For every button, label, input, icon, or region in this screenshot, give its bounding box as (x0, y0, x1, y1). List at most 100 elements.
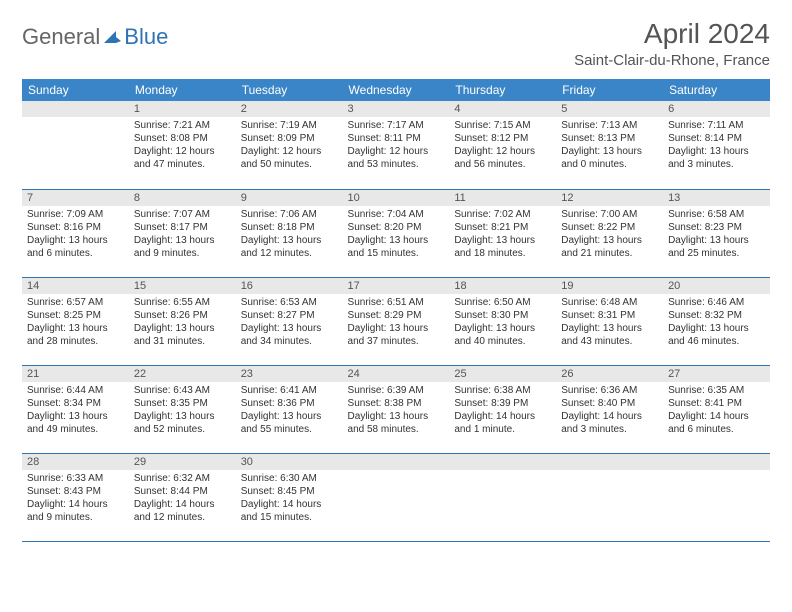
sunrise-text: Sunrise: 6:51 AM (348, 296, 445, 309)
sunset-text: Sunset: 8:41 PM (668, 397, 765, 410)
day-number: 27 (663, 366, 770, 382)
calendar-day-cell: 17Sunrise: 6:51 AMSunset: 8:29 PMDayligh… (343, 277, 450, 365)
calendar-day-cell: 1Sunrise: 7:21 AMSunset: 8:08 PMDaylight… (129, 101, 236, 189)
day-details: Sunrise: 6:39 AMSunset: 8:38 PMDaylight:… (343, 382, 450, 440)
day-number: 19 (556, 278, 663, 294)
day-details: Sunrise: 7:15 AMSunset: 8:12 PMDaylight:… (449, 117, 556, 175)
sunrise-text: Sunrise: 6:36 AM (561, 384, 658, 397)
day-details: Sunrise: 7:11 AMSunset: 8:14 PMDaylight:… (663, 117, 770, 175)
day-number: 16 (236, 278, 343, 294)
calendar-day-cell (22, 101, 129, 189)
daylight-text: Daylight: 13 hours and 9 minutes. (134, 234, 231, 260)
calendar-day-cell: 7Sunrise: 7:09 AMSunset: 8:16 PMDaylight… (22, 189, 129, 277)
sunset-text: Sunset: 8:39 PM (454, 397, 551, 410)
calendar-day-cell: 6Sunrise: 7:11 AMSunset: 8:14 PMDaylight… (663, 101, 770, 189)
day-number: 15 (129, 278, 236, 294)
sunset-text: Sunset: 8:32 PM (668, 309, 765, 322)
sunrise-text: Sunrise: 6:38 AM (454, 384, 551, 397)
calendar-day-cell: 5Sunrise: 7:13 AMSunset: 8:13 PMDaylight… (556, 101, 663, 189)
sunset-text: Sunset: 8:29 PM (348, 309, 445, 322)
sunset-text: Sunset: 8:43 PM (27, 485, 124, 498)
day-details: Sunrise: 7:04 AMSunset: 8:20 PMDaylight:… (343, 206, 450, 264)
sunset-text: Sunset: 8:21 PM (454, 221, 551, 234)
sunset-text: Sunset: 8:09 PM (241, 132, 338, 145)
calendar-day-cell (663, 453, 770, 541)
day-details: Sunrise: 6:33 AMSunset: 8:43 PMDaylight:… (22, 470, 129, 528)
sunrise-text: Sunrise: 6:41 AM (241, 384, 338, 397)
sunrise-text: Sunrise: 6:35 AM (668, 384, 765, 397)
day-details: Sunrise: 6:55 AMSunset: 8:26 PMDaylight:… (129, 294, 236, 352)
day-details: Sunrise: 7:02 AMSunset: 8:21 PMDaylight:… (449, 206, 556, 264)
daylight-text: Daylight: 13 hours and 58 minutes. (348, 410, 445, 436)
daylight-text: Daylight: 13 hours and 15 minutes. (348, 234, 445, 260)
logo: General Blue (22, 24, 168, 50)
day-details: Sunrise: 6:46 AMSunset: 8:32 PMDaylight:… (663, 294, 770, 352)
calendar-day-cell: 4Sunrise: 7:15 AMSunset: 8:12 PMDaylight… (449, 101, 556, 189)
calendar-day-cell: 23Sunrise: 6:41 AMSunset: 8:36 PMDayligh… (236, 365, 343, 453)
location-label: Saint-Clair-du-Rhone, France (574, 52, 770, 69)
calendar-day-cell: 27Sunrise: 6:35 AMSunset: 8:41 PMDayligh… (663, 365, 770, 453)
day-details: Sunrise: 6:30 AMSunset: 8:45 PMDaylight:… (236, 470, 343, 528)
weekday-header: Thursday (449, 79, 556, 101)
day-number (663, 454, 770, 470)
weekday-header-row: Sunday Monday Tuesday Wednesday Thursday… (22, 79, 770, 101)
day-details: Sunrise: 6:50 AMSunset: 8:30 PMDaylight:… (449, 294, 556, 352)
day-number: 5 (556, 101, 663, 117)
sunrise-text: Sunrise: 6:57 AM (27, 296, 124, 309)
daylight-text: Daylight: 14 hours and 1 minute. (454, 410, 551, 436)
sunset-text: Sunset: 8:27 PM (241, 309, 338, 322)
sunrise-text: Sunrise: 6:46 AM (668, 296, 765, 309)
calendar-day-cell: 29Sunrise: 6:32 AMSunset: 8:44 PMDayligh… (129, 453, 236, 541)
weekday-header: Monday (129, 79, 236, 101)
day-number (22, 101, 129, 117)
day-number: 8 (129, 190, 236, 206)
day-number (556, 454, 663, 470)
sunset-text: Sunset: 8:11 PM (348, 132, 445, 145)
sunrise-text: Sunrise: 6:39 AM (348, 384, 445, 397)
calendar-week-row: 14Sunrise: 6:57 AMSunset: 8:25 PMDayligh… (22, 277, 770, 365)
calendar-day-cell: 15Sunrise: 6:55 AMSunset: 8:26 PMDayligh… (129, 277, 236, 365)
calendar-day-cell: 24Sunrise: 6:39 AMSunset: 8:38 PMDayligh… (343, 365, 450, 453)
sunset-text: Sunset: 8:40 PM (561, 397, 658, 410)
daylight-text: Daylight: 13 hours and 12 minutes. (241, 234, 338, 260)
day-details: Sunrise: 6:36 AMSunset: 8:40 PMDaylight:… (556, 382, 663, 440)
day-details: Sunrise: 6:51 AMSunset: 8:29 PMDaylight:… (343, 294, 450, 352)
sunrise-text: Sunrise: 6:48 AM (561, 296, 658, 309)
calendar-day-cell: 25Sunrise: 6:38 AMSunset: 8:39 PMDayligh… (449, 365, 556, 453)
calendar-week-row: 28Sunrise: 6:33 AMSunset: 8:43 PMDayligh… (22, 453, 770, 541)
daylight-text: Daylight: 13 hours and 43 minutes. (561, 322, 658, 348)
day-details: Sunrise: 7:21 AMSunset: 8:08 PMDaylight:… (129, 117, 236, 175)
calendar-day-cell: 13Sunrise: 6:58 AMSunset: 8:23 PMDayligh… (663, 189, 770, 277)
sunset-text: Sunset: 8:38 PM (348, 397, 445, 410)
logo-text-general: General (22, 24, 100, 50)
sunrise-text: Sunrise: 7:09 AM (27, 208, 124, 221)
sunrise-text: Sunrise: 6:50 AM (454, 296, 551, 309)
calendar-week-row: 7Sunrise: 7:09 AMSunset: 8:16 PMDaylight… (22, 189, 770, 277)
calendar-day-cell (556, 453, 663, 541)
day-number: 13 (663, 190, 770, 206)
weekday-header: Tuesday (236, 79, 343, 101)
logo-triangle-icon (102, 27, 122, 47)
daylight-text: Daylight: 12 hours and 47 minutes. (134, 145, 231, 171)
day-number (449, 454, 556, 470)
title-block: April 2024 Saint-Clair-du-Rhone, France (574, 18, 770, 69)
calendar-week-row: 1Sunrise: 7:21 AMSunset: 8:08 PMDaylight… (22, 101, 770, 189)
calendar-day-cell: 12Sunrise: 7:00 AMSunset: 8:22 PMDayligh… (556, 189, 663, 277)
sunset-text: Sunset: 8:20 PM (348, 221, 445, 234)
sunrise-text: Sunrise: 6:44 AM (27, 384, 124, 397)
day-number: 2 (236, 101, 343, 117)
day-details: Sunrise: 6:35 AMSunset: 8:41 PMDaylight:… (663, 382, 770, 440)
sunset-text: Sunset: 8:25 PM (27, 309, 124, 322)
calendar-day-cell: 26Sunrise: 6:36 AMSunset: 8:40 PMDayligh… (556, 365, 663, 453)
weekday-header: Wednesday (343, 79, 450, 101)
daylight-text: Daylight: 12 hours and 50 minutes. (241, 145, 338, 171)
daylight-text: Daylight: 13 hours and 49 minutes. (27, 410, 124, 436)
day-details: Sunrise: 6:38 AMSunset: 8:39 PMDaylight:… (449, 382, 556, 440)
calendar-day-cell (449, 453, 556, 541)
sunrise-text: Sunrise: 7:13 AM (561, 119, 658, 132)
calendar-day-cell: 16Sunrise: 6:53 AMSunset: 8:27 PMDayligh… (236, 277, 343, 365)
day-details: Sunrise: 6:43 AMSunset: 8:35 PMDaylight:… (129, 382, 236, 440)
sunrise-text: Sunrise: 6:53 AM (241, 296, 338, 309)
sunset-text: Sunset: 8:12 PM (454, 132, 551, 145)
weekday-header: Friday (556, 79, 663, 101)
